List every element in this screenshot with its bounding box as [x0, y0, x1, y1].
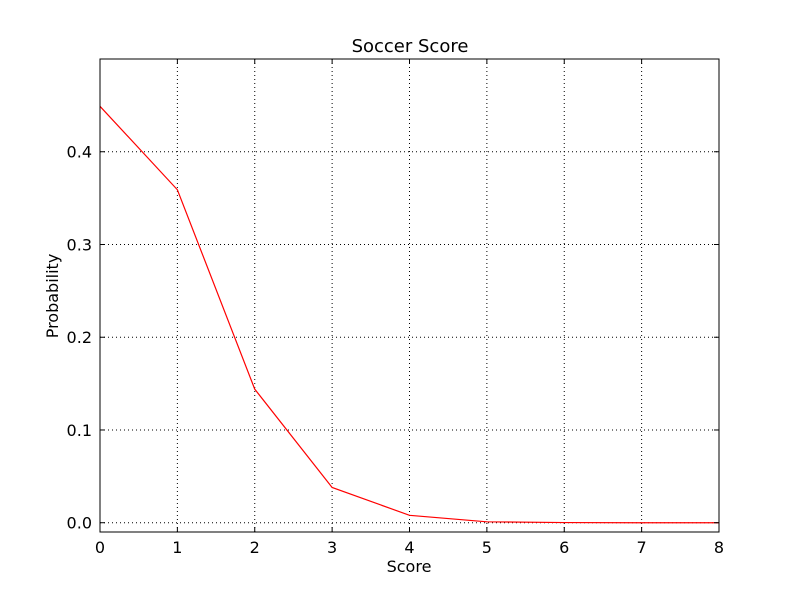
x-tick-label: 0 — [95, 538, 105, 557]
y-tick-label: 0.3 — [67, 235, 92, 254]
x-tick-labels: 0 1 2 3 4 5 6 7 8 — [95, 538, 724, 557]
x-axis-label: Score — [387, 557, 432, 576]
x-tick-label: 2 — [250, 538, 260, 557]
x-tick-label: 1 — [172, 538, 182, 557]
x-tick-label: 7 — [637, 538, 647, 557]
x-tick-label: 6 — [559, 538, 569, 557]
y-tick-labels: 0.0 0.1 0.2 0.3 0.4 — [67, 143, 92, 533]
x-tick-label: 5 — [482, 538, 492, 557]
y-axis-label: Probability — [43, 254, 62, 339]
series-line — [99, 105, 719, 524]
series-layer — [99, 105, 719, 524]
y-tick-label: 0.0 — [67, 514, 92, 533]
y-tick-label: 0.2 — [67, 328, 92, 347]
y-tick-label: 0.4 — [67, 143, 92, 162]
y-tick-label: 0.1 — [67, 421, 92, 440]
chart-title: Soccer Score — [352, 36, 469, 57]
x-tick-label: 3 — [327, 538, 337, 557]
x-tick-label: 8 — [714, 538, 724, 557]
grid — [100, 59, 719, 532]
x-tick-label: 4 — [404, 538, 414, 557]
ticks — [99, 59, 720, 532]
